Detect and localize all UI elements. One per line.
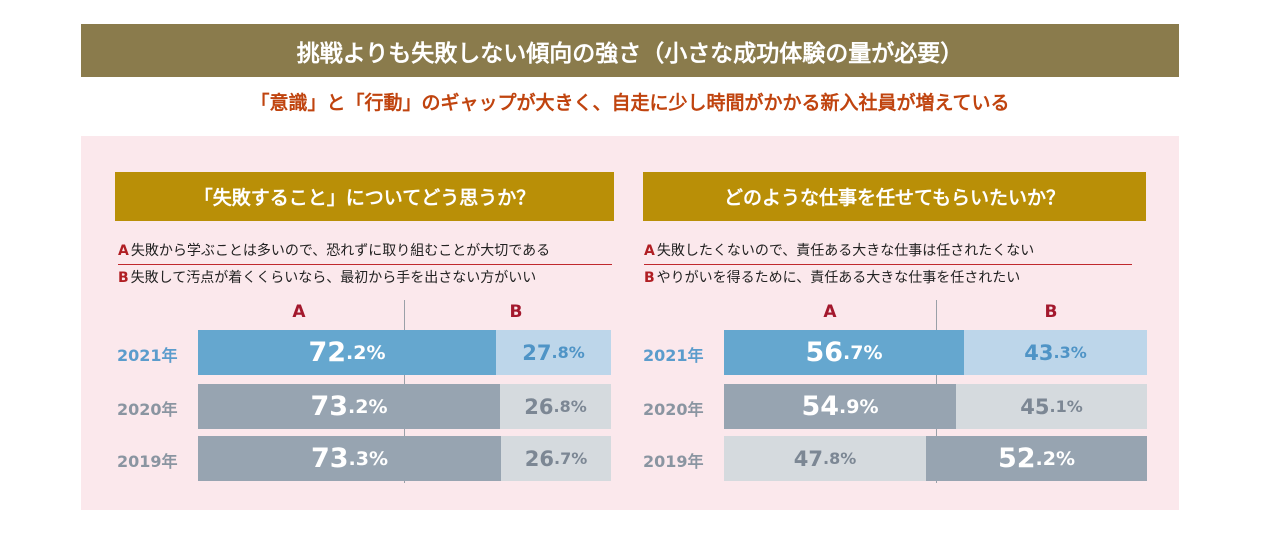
bar-segment-b: 27.8% <box>496 330 611 375</box>
legend-text-b: 失敗して汚点が着くくらいなら、最初から手を出さない方がいい <box>130 270 537 286</box>
series-label-b: B <box>509 302 523 322</box>
value-label-integer: 72 <box>308 337 347 368</box>
value-label-decimal: .7% <box>843 341 883 364</box>
right-chart-title: どのような仕事を任せてもらいたいか？ <box>643 172 1146 221</box>
year-label: 2020年 <box>643 400 704 419</box>
legend-item-b: B やりがいを得るために、責任ある大きな仕事を任されたい <box>644 265 1132 291</box>
value-label-integer: 56 <box>805 337 844 368</box>
legend-key-a: A <box>118 243 129 259</box>
value-label-decimal: .9% <box>839 395 879 418</box>
legend-item-a: A 失敗から学ぶことは多いので、恐れずに取り組むことが大切である <box>118 238 612 265</box>
value-label-integer: 26 <box>524 394 554 419</box>
year-label: 2021年 <box>117 346 178 365</box>
legend-item-a: A 失敗したくないので、責任ある大きな仕事は任されたくない <box>644 238 1132 265</box>
value-label-decimal: .8% <box>553 397 587 416</box>
legend-key-b: B <box>644 270 655 286</box>
right-chart-legend: A 失敗したくないので、責任ある大きな仕事は任されたくない B やりがいを得るために… <box>644 238 1132 291</box>
legend-item-b: B 失敗して汚点が着くくらいなら、最初から手を出さない方がいい <box>118 265 612 291</box>
left-chart-legend: A 失敗から学ぶことは多いので、恐れずに取り組むことが大切である B 失敗して汚点が… <box>118 238 612 291</box>
value-label-integer: 73 <box>310 391 349 422</box>
bar-segment-b: 26.8% <box>500 384 611 429</box>
bar-segment-b: 45.1% <box>956 384 1147 429</box>
bar-segment-a: 72.2% <box>198 330 496 375</box>
value-label-integer: 47 <box>793 446 823 471</box>
value-label-integer: 45 <box>1020 394 1050 419</box>
bar-segment-a: 54.9% <box>724 384 956 429</box>
value-label-decimal: .1% <box>1049 397 1083 416</box>
legend-key-b: B <box>118 270 129 286</box>
value-label-integer: 73 <box>310 443 349 474</box>
value-label-decimal: .7% <box>553 449 588 468</box>
bar-segment-a: 47.8% <box>724 436 926 481</box>
series-label-a: A <box>292 302 306 322</box>
value-label-integer: 26 <box>524 446 554 471</box>
bar-segment-a: 56.7% <box>724 330 964 375</box>
value-label-decimal: .3% <box>1053 343 1087 362</box>
value-label-integer: 54 <box>801 391 840 422</box>
bar-segment-a: 73.3% <box>198 436 501 481</box>
value-label-integer: 43 <box>1024 340 1054 365</box>
legend-text-a: 失敗したくないので、責任ある大きな仕事は任されたくない <box>656 243 1035 259</box>
subtitle: 「意識」と「行動」のギャップが大きく、自走に少し時間がかかる新入社員が増えている <box>250 92 1010 114</box>
year-label: 2019年 <box>643 452 704 471</box>
value-label-integer: 52 <box>997 443 1036 474</box>
year-label: 2019年 <box>117 452 178 471</box>
bar-segment-b: 43.3% <box>964 330 1147 375</box>
value-label-decimal: .2% <box>346 341 386 364</box>
bar-segment-b: 26.7% <box>501 436 611 481</box>
bar-segment-b: 52.2% <box>926 436 1147 481</box>
series-label-a: A <box>823 302 837 322</box>
year-label: 2020年 <box>117 400 178 419</box>
value-label-decimal: .2% <box>348 395 388 418</box>
value-label-decimal: .8% <box>551 343 585 362</box>
series-label-b: B <box>1044 302 1058 322</box>
year-label: 2021年 <box>643 346 704 365</box>
legend-key-a: A <box>644 243 655 259</box>
value-label-decimal: .8% <box>822 449 857 468</box>
main-title: 挑戦よりも失敗しない傾向の強さ（小さな成功体験の量が必要） <box>81 24 1179 77</box>
legend-text-a: 失敗から学ぶことは多いので、恐れずに取り組むことが大切である <box>130 243 551 259</box>
value-label-integer: 27 <box>522 340 552 365</box>
left-chart-title: 「失敗すること」についてどう思うか？ <box>115 172 614 221</box>
legend-text-b: やりがいを得るために、責任ある大きな仕事を任されたい <box>656 270 1021 286</box>
bar-segment-a: 73.2% <box>198 384 500 429</box>
value-label-decimal: .2% <box>1035 447 1076 470</box>
value-label-decimal: .3% <box>348 447 389 470</box>
